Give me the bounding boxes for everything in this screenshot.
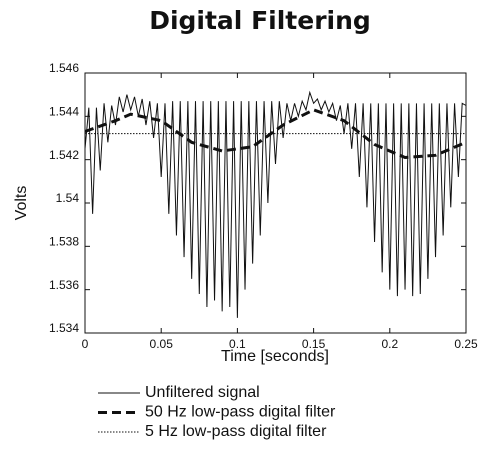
- y-tick-label: 1.536: [49, 278, 79, 292]
- y-tick-label: 1.542: [49, 148, 79, 162]
- x-tick-label: 0.2: [381, 337, 398, 351]
- y-tick-label: 1.54: [56, 191, 80, 205]
- chart-title: Digital Filtering: [149, 6, 371, 35]
- y-tick-label: 1.544: [49, 105, 79, 119]
- y-tick-label: 1.546: [49, 61, 79, 75]
- x-tick-label: 0: [82, 337, 89, 351]
- x-tick-label: 0.15: [302, 337, 326, 351]
- y-axis-label: Volts: [13, 186, 30, 221]
- legend-label: 5 Hz low-pass digital filter: [145, 423, 327, 440]
- y-tick-label: 1.534: [49, 321, 79, 335]
- legend-label: 50 Hz low-pass digital filter: [145, 404, 336, 421]
- x-tick-label: 0.05: [150, 337, 174, 351]
- series-line: [84, 108, 467, 160]
- legend-label: Unfiltered signal: [145, 384, 260, 401]
- series-line: [84, 90, 467, 318]
- x-tick-label: 0.25: [454, 337, 478, 351]
- x-axis-label: Time [seconds]: [221, 348, 329, 365]
- y-tick-label: 1.538: [49, 235, 79, 249]
- x-tick-label: 0.1: [229, 337, 246, 351]
